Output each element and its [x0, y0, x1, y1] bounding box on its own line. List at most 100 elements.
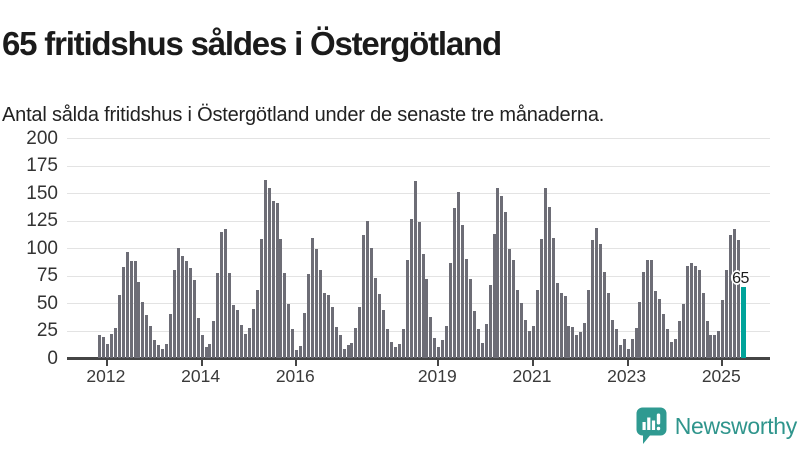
y-tick-label: 75 — [36, 265, 58, 286]
bar — [524, 319, 528, 358]
bar — [567, 326, 571, 358]
bar — [141, 301, 145, 358]
bar — [125, 252, 129, 358]
bar — [693, 265, 697, 358]
bar — [717, 330, 721, 358]
bar — [571, 327, 575, 358]
bar — [117, 295, 121, 358]
bars-container: 65 — [98, 138, 749, 358]
bar — [346, 344, 350, 358]
bar — [705, 320, 709, 358]
bar — [666, 329, 670, 358]
bar — [287, 304, 291, 358]
bar — [303, 312, 307, 358]
bar — [737, 240, 741, 358]
bar — [366, 220, 370, 358]
x-tick-mark — [721, 359, 724, 366]
bar — [307, 274, 311, 358]
y-tick-label: 150 — [26, 182, 58, 204]
bar — [299, 345, 303, 358]
bar — [98, 334, 101, 358]
bar — [232, 305, 236, 358]
bar — [208, 343, 212, 358]
bar — [721, 299, 725, 358]
bar — [255, 289, 259, 358]
bar — [354, 328, 358, 358]
bar — [267, 187, 271, 358]
bar — [547, 207, 551, 358]
bar — [405, 260, 409, 358]
bar — [397, 343, 401, 358]
bar — [172, 270, 176, 358]
x-tick-mark — [626, 359, 629, 366]
bar — [626, 349, 630, 358]
bar — [184, 261, 188, 358]
bar — [204, 347, 208, 358]
bar — [559, 293, 563, 358]
bar — [275, 202, 279, 358]
bar — [634, 328, 638, 358]
y-tick-label: 100 — [26, 237, 58, 259]
bar — [555, 283, 559, 358]
bar — [701, 293, 705, 358]
gridline — [67, 220, 770, 222]
y-tick-label: 0 — [47, 347, 58, 369]
bar — [326, 295, 330, 358]
bar — [587, 289, 591, 358]
bar — [188, 267, 192, 358]
bar — [243, 333, 247, 358]
bar — [480, 342, 484, 358]
bar — [342, 349, 346, 358]
bar — [228, 273, 232, 358]
bar — [733, 229, 737, 358]
bar — [362, 234, 366, 358]
x-tick-mark — [532, 359, 534, 366]
bar — [535, 289, 539, 358]
bar — [614, 329, 618, 358]
bar — [658, 298, 662, 358]
bar — [247, 328, 251, 358]
bar — [512, 260, 516, 358]
x-tick-mark — [295, 359, 298, 366]
bar — [622, 339, 626, 358]
bar — [673, 339, 677, 358]
gridline — [67, 193, 770, 194]
bar — [251, 308, 255, 358]
bar — [370, 248, 374, 358]
bar — [338, 334, 342, 358]
bar — [200, 334, 204, 358]
bar — [137, 282, 141, 358]
bar — [413, 180, 417, 358]
bar — [224, 229, 228, 358]
x-tick-mark — [437, 359, 440, 366]
newsworthy-logo[interactable]: Newsworthy — [636, 407, 797, 445]
bar — [484, 323, 488, 358]
x-axis-line — [67, 357, 770, 360]
bar — [445, 326, 449, 358]
bar — [677, 320, 681, 358]
bar — [488, 285, 492, 358]
bar — [259, 239, 263, 358]
bar — [133, 261, 137, 358]
page-subtitle: Antal sålda fritidshus i Östergötland un… — [2, 104, 605, 126]
bar — [453, 208, 457, 358]
bar — [642, 272, 646, 358]
bar — [236, 309, 240, 358]
bar — [212, 320, 216, 358]
bar — [271, 200, 275, 358]
bar — [417, 221, 421, 358]
x-tick-label: 2016 — [275, 366, 315, 386]
newsworthy-logo-text: Newsworthy — [674, 412, 798, 439]
x-tick-label: 2023 — [607, 366, 647, 386]
bar — [334, 327, 338, 358]
bar — [437, 347, 441, 358]
bar — [153, 340, 157, 358]
bar — [216, 273, 220, 358]
bar — [295, 350, 299, 358]
bar — [602, 272, 606, 358]
bar — [393, 347, 397, 358]
bar — [109, 333, 113, 358]
x-tick-label: 2025 — [701, 366, 741, 386]
bar — [709, 334, 713, 358]
bar — [460, 224, 464, 358]
